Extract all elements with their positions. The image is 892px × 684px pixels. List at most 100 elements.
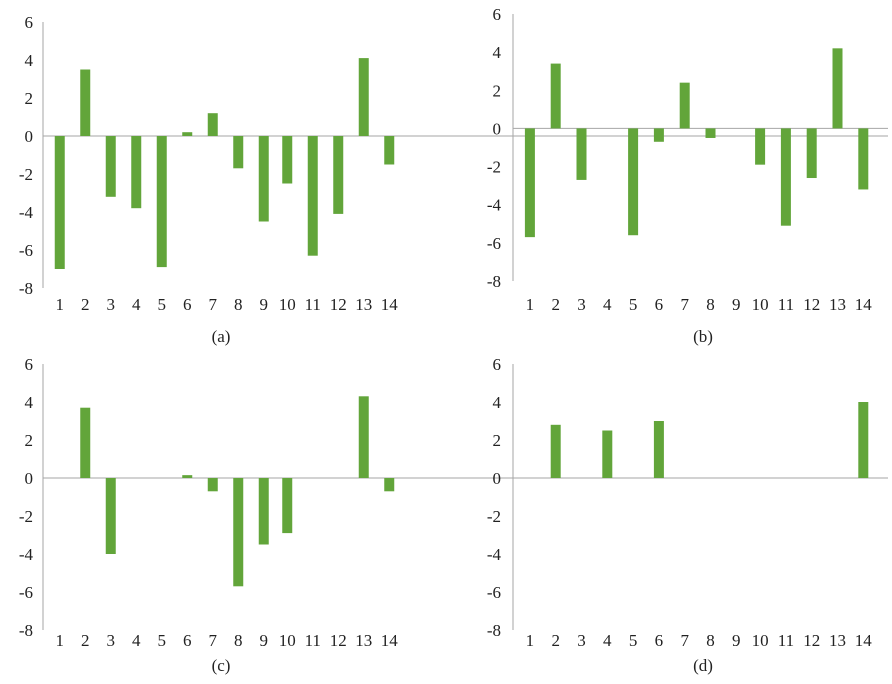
x-tick-label: 5 — [158, 631, 167, 650]
bar-3 — [576, 128, 587, 180]
bar-5 — [156, 136, 167, 268]
bar-7 — [207, 113, 218, 136]
x-tick-label: 7 — [209, 631, 218, 650]
y-tick-label: -6 — [19, 583, 33, 602]
panel-label: (d) — [693, 656, 713, 675]
x-tick-label: 8 — [706, 295, 715, 314]
bar-6 — [653, 421, 664, 478]
bar-10 — [282, 136, 293, 184]
y-tick-label: 4 — [25, 393, 34, 412]
y-tick-label: -4 — [19, 203, 34, 222]
y-tick-label: 2 — [25, 89, 34, 108]
panel-label: (a) — [212, 327, 231, 346]
x-tick-label: 14 — [855, 295, 873, 314]
y-tick-label: -2 — [487, 158, 501, 177]
x-tick-label: 11 — [778, 295, 794, 314]
panel-label: (b) — [693, 327, 713, 346]
x-tick-label: 2 — [81, 295, 90, 314]
bar-12 — [806, 128, 817, 179]
x-tick-label: 6 — [183, 631, 192, 650]
bar-9 — [258, 136, 269, 222]
bar-7 — [679, 82, 690, 129]
x-tick-label: 4 — [132, 295, 141, 314]
x-tick-label: 2 — [81, 631, 90, 650]
x-tick-label: 11 — [778, 631, 794, 650]
x-tick-label: 9 — [260, 295, 269, 314]
y-tick-label: 4 — [493, 43, 502, 62]
bar-14 — [384, 136, 395, 165]
x-tick-label: 2 — [551, 631, 560, 650]
x-tick-label: 11 — [305, 295, 321, 314]
bar-2 — [80, 407, 91, 478]
bar-14 — [384, 478, 395, 492]
x-tick-label: 14 — [855, 631, 873, 650]
y-tick-label: -4 — [487, 545, 502, 564]
y-tick-label: -8 — [19, 621, 33, 640]
y-tick-label: 6 — [25, 13, 34, 32]
y-tick-label: -4 — [19, 545, 34, 564]
x-tick-label: 5 — [629, 295, 638, 314]
x-tick-label: 12 — [803, 631, 820, 650]
x-tick-label: 14 — [381, 631, 399, 650]
x-tick-label: 5 — [158, 295, 167, 314]
y-tick-label: 0 — [25, 469, 34, 488]
bar-4 — [602, 430, 613, 478]
x-tick-label: 4 — [603, 295, 612, 314]
bar-14 — [858, 402, 869, 478]
bar-2 — [80, 69, 91, 136]
x-tick-label: 3 — [107, 631, 116, 650]
bar-8 — [233, 136, 244, 169]
x-tick-label: 13 — [355, 295, 372, 314]
panel-label: (c) — [212, 656, 231, 675]
y-tick-label: -8 — [487, 621, 501, 640]
x-tick-label: 1 — [56, 295, 65, 314]
y-tick-label: -6 — [487, 234, 501, 253]
x-tick-label: 13 — [355, 631, 372, 650]
bar-6 — [653, 128, 664, 142]
y-tick-label: 6 — [493, 5, 502, 24]
y-tick-label: 2 — [493, 431, 502, 450]
y-tick-label: -2 — [487, 507, 501, 526]
x-tick-label: 10 — [279, 295, 296, 314]
x-tick-label: 6 — [655, 631, 664, 650]
bar-8 — [233, 478, 244, 587]
y-tick-label: -8 — [487, 272, 501, 291]
x-tick-label: 11 — [305, 631, 321, 650]
bar-6 — [182, 475, 193, 478]
x-tick-label: 7 — [209, 295, 218, 314]
x-tick-label: 9 — [260, 631, 269, 650]
x-tick-label: 13 — [829, 631, 846, 650]
bar-2 — [550, 424, 561, 478]
y-tick-label: 0 — [25, 127, 34, 146]
bar-6 — [182, 132, 193, 136]
y-tick-label: 2 — [493, 81, 502, 100]
bar-13 — [832, 48, 843, 129]
bar-11 — [780, 128, 791, 226]
y-tick-label: 0 — [493, 469, 502, 488]
y-tick-label: 2 — [25, 431, 34, 450]
x-tick-label: 3 — [107, 295, 116, 314]
x-tick-label: 7 — [680, 631, 689, 650]
x-tick-label: 10 — [279, 631, 296, 650]
x-tick-label: 8 — [234, 295, 243, 314]
x-tick-label: 1 — [526, 631, 535, 650]
y-tick-label: -8 — [19, 279, 33, 298]
x-tick-label: 10 — [752, 631, 769, 650]
y-tick-label: 6 — [25, 355, 34, 374]
bar-1 — [524, 128, 535, 238]
y-tick-label: -2 — [19, 165, 33, 184]
bar-14 — [858, 128, 869, 190]
x-tick-label: 14 — [381, 295, 399, 314]
bar-3 — [105, 136, 116, 197]
x-tick-label: 7 — [680, 295, 689, 314]
x-tick-label: 1 — [526, 295, 535, 314]
x-tick-label: 1 — [56, 631, 65, 650]
x-tick-label: 9 — [732, 631, 741, 650]
bar-1 — [54, 136, 65, 269]
x-tick-label: 8 — [706, 631, 715, 650]
bar-7 — [207, 478, 218, 492]
